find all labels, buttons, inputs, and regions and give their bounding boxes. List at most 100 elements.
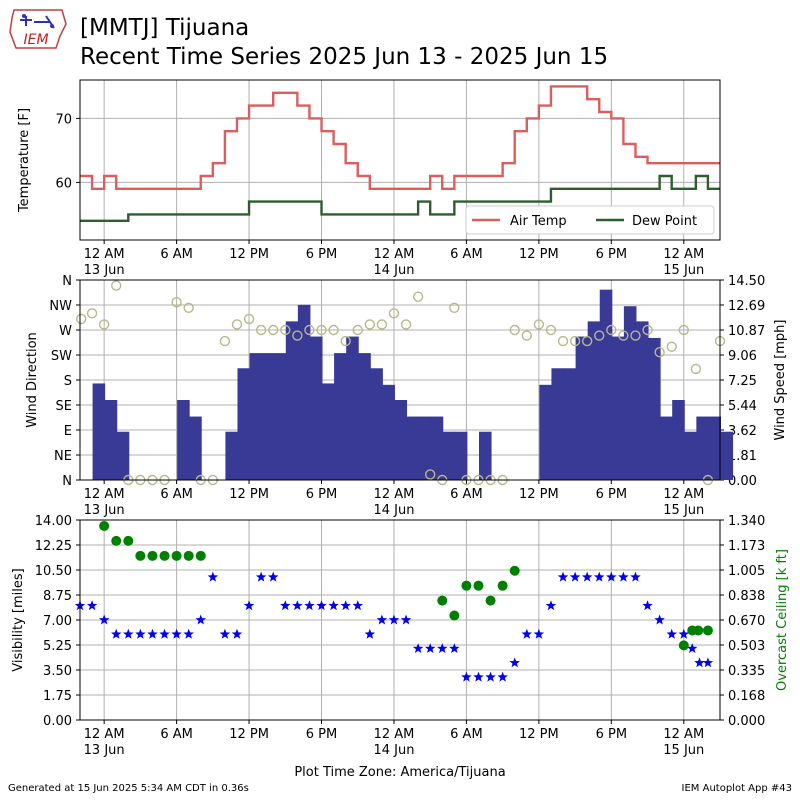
x-tick-label: 6 PM bbox=[596, 487, 627, 502]
wind-speed-bar bbox=[635, 321, 649, 480]
y2-tick-label: 10.87 bbox=[728, 324, 765, 339]
visibility-point bbox=[86, 600, 98, 611]
plot-frame bbox=[79, 79, 721, 241]
y2-tick-label: 5.44 bbox=[728, 399, 757, 414]
x-tick-label-line: 12 AM bbox=[84, 727, 125, 742]
wind-direction-point bbox=[618, 330, 629, 341]
x-tick-label-line: 6 PM bbox=[306, 487, 337, 502]
x-tick-label-line: 6 PM bbox=[306, 247, 337, 262]
plot-frame bbox=[79, 279, 721, 481]
wind-direction-point bbox=[304, 324, 315, 336]
wind-direction-point bbox=[280, 324, 291, 336]
ceiling-point bbox=[473, 580, 484, 591]
legend-label-dew-point: Dew Point bbox=[632, 214, 697, 229]
visibility-point bbox=[231, 628, 243, 639]
wind-direction-point bbox=[654, 347, 665, 358]
visibility-point bbox=[449, 643, 460, 654]
y2-tick-label: 1.340 bbox=[728, 514, 765, 529]
wind-speed-bar bbox=[672, 400, 685, 480]
x-tick-label-line: 12 AM bbox=[84, 247, 125, 262]
wind-speed-bar bbox=[237, 368, 251, 480]
y-tick-label: 0.00 bbox=[43, 714, 72, 729]
x-tick-label: 6 AM bbox=[450, 487, 483, 502]
x-tick-label: 12 AM 15 Jun bbox=[663, 727, 704, 758]
x-tick-label: 12 AM 13 Jun bbox=[84, 727, 125, 758]
visibility-point bbox=[521, 628, 533, 639]
x-axis-label: Plot Time Zone: America/Tijuana bbox=[294, 765, 505, 780]
ceiling-point bbox=[111, 535, 122, 546]
y-axis-label: Temperature [F] bbox=[17, 108, 32, 213]
x-tick-label-line: 6 AM bbox=[450, 487, 483, 502]
visibility-point bbox=[207, 571, 219, 582]
wind-direction-point bbox=[316, 324, 327, 336]
x-tick-label-line: 12 PM bbox=[229, 247, 269, 262]
wind-direction-point bbox=[509, 324, 520, 336]
title-line-1: [MMTJ] Tijuana bbox=[80, 15, 250, 41]
visibility-point bbox=[123, 628, 134, 639]
ceiling-point bbox=[461, 580, 472, 591]
ceiling-point bbox=[437, 595, 448, 606]
visibility-point bbox=[642, 600, 653, 611]
visibility-point bbox=[135, 628, 146, 639]
x-tick-label: 12 PM bbox=[519, 487, 559, 502]
x-tick-label-line: 15 Jun bbox=[663, 263, 704, 278]
wind-direction-point bbox=[533, 319, 545, 330]
y2-tick-label: 1.005 bbox=[728, 564, 765, 579]
y-tick-label: 1.75 bbox=[43, 689, 72, 704]
x-tick-label-line: 14 Jun bbox=[373, 743, 414, 758]
wind-direction-point bbox=[594, 330, 605, 341]
x-tick-label: 6 PM bbox=[306, 247, 337, 262]
x-tick-label-line: 6 AM bbox=[160, 487, 193, 502]
ceiling-point bbox=[123, 535, 134, 546]
visibility-point bbox=[666, 628, 677, 639]
visibility-point bbox=[654, 614, 665, 625]
x-tick-label: 12 AM 15 Jun bbox=[663, 247, 704, 278]
y-tick-label: N bbox=[62, 474, 72, 489]
y-axis-label: Visibility [miles] bbox=[11, 568, 26, 671]
y2-tick-label: 14.50 bbox=[728, 274, 765, 289]
wind-direction-point bbox=[255, 324, 267, 336]
y-tick-label: N bbox=[62, 274, 72, 289]
wind-direction-point bbox=[231, 319, 243, 330]
iem-logo: IEM bbox=[9, 9, 67, 49]
x-tick-label: 12 PM bbox=[229, 487, 269, 502]
visibility-point bbox=[98, 614, 110, 625]
x-tick-label: 12 PM bbox=[229, 727, 269, 742]
ceiling-point bbox=[702, 625, 713, 636]
y2-tick-label: 0.000 bbox=[728, 714, 765, 729]
wind-speed-bar bbox=[285, 321, 299, 480]
legend-box bbox=[465, 205, 715, 235]
visibility-point bbox=[694, 657, 705, 668]
ceiling-point bbox=[159, 550, 170, 561]
dew-point-line bbox=[80, 174, 720, 222]
visibility-point bbox=[147, 628, 158, 639]
wind-direction-point bbox=[678, 324, 689, 336]
x-tick-label-line: 6 PM bbox=[596, 727, 627, 742]
wind-speed-bar bbox=[116, 431, 130, 480]
ceiling-point bbox=[678, 640, 689, 651]
visibility-point bbox=[267, 571, 279, 582]
y2-tick-label: 12.69 bbox=[728, 299, 765, 314]
visibility-point bbox=[702, 657, 714, 668]
wind-speed-bar bbox=[309, 336, 323, 480]
visibility-point bbox=[461, 671, 472, 682]
x-tick-label-line: 12 PM bbox=[519, 247, 559, 262]
visibility-point bbox=[557, 571, 569, 582]
wind-direction-point bbox=[412, 291, 424, 302]
visibility-point bbox=[485, 671, 496, 682]
x-tick-label-line: 15 Jun bbox=[663, 743, 704, 758]
y2-tick-label: 0.168 bbox=[728, 689, 765, 704]
wind-direction-point bbox=[340, 335, 351, 347]
y-tick-label: 8.75 bbox=[43, 589, 72, 604]
x-tick-label: 6 AM bbox=[450, 247, 483, 262]
x-tick-label-line: 12 PM bbox=[519, 487, 559, 502]
ceiling-point bbox=[485, 595, 496, 606]
wind-speed-bar bbox=[177, 400, 190, 480]
y-tick-label: 60 bbox=[55, 176, 72, 191]
wind-speed-bar bbox=[611, 336, 625, 480]
wind-direction-point bbox=[449, 302, 460, 313]
visibility-point bbox=[111, 628, 122, 639]
app-label: IEM Autoplot App #43 bbox=[681, 783, 792, 794]
